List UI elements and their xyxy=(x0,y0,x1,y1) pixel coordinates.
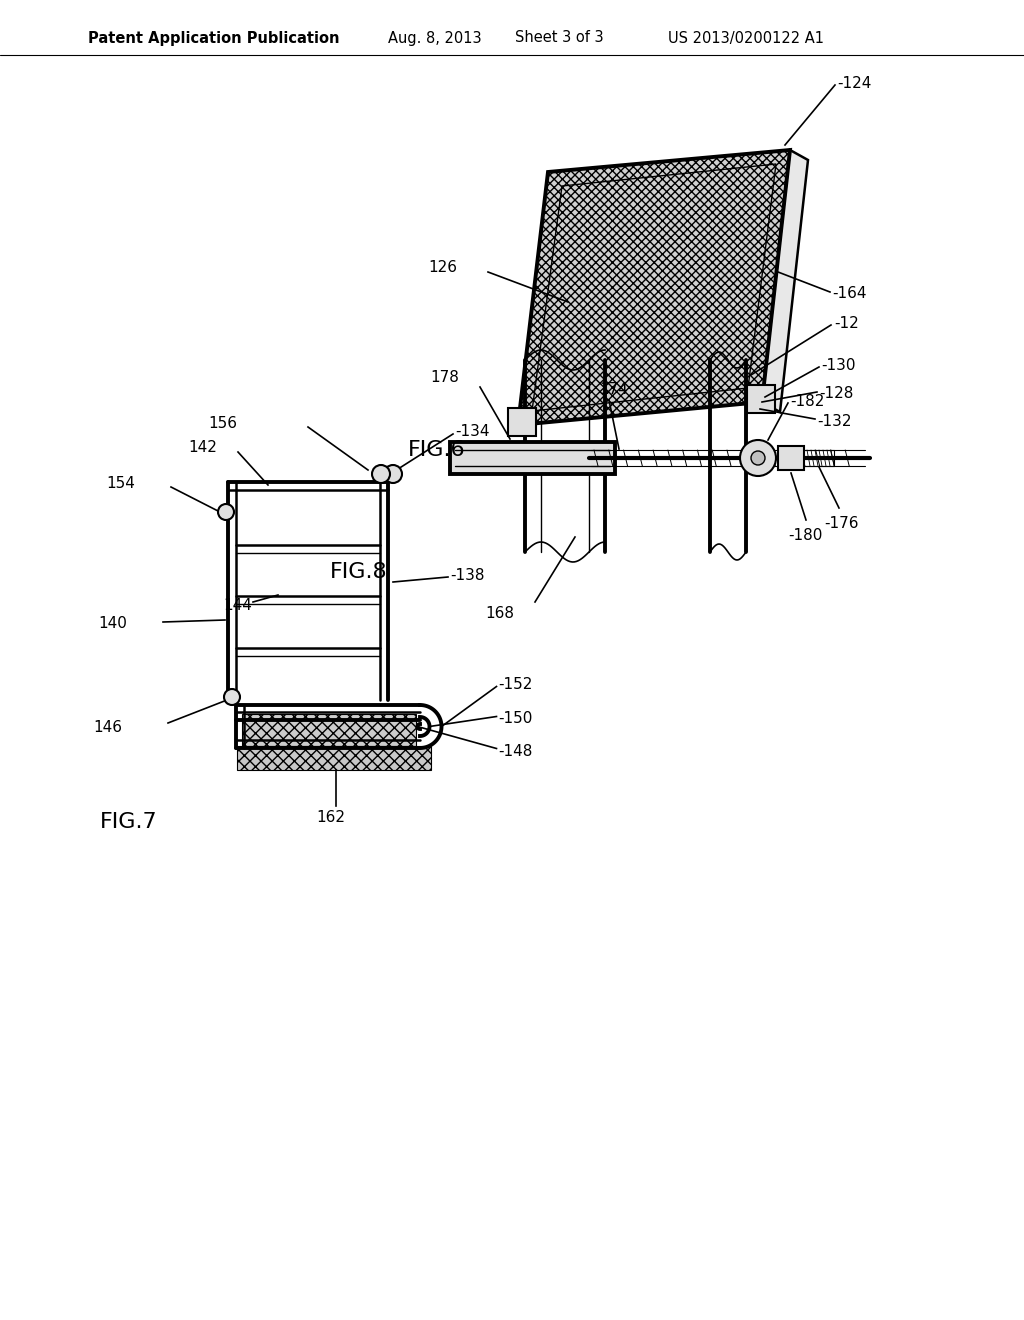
Text: 126: 126 xyxy=(428,260,457,275)
Circle shape xyxy=(372,465,390,483)
Text: 162: 162 xyxy=(316,810,345,825)
Circle shape xyxy=(218,504,234,520)
Text: FIG.7: FIG.7 xyxy=(100,812,158,832)
Text: 178: 178 xyxy=(430,370,459,384)
Polygon shape xyxy=(508,408,536,436)
Text: Sheet 3 of 3: Sheet 3 of 3 xyxy=(515,30,603,45)
Text: -148: -148 xyxy=(499,744,532,759)
Polygon shape xyxy=(450,442,615,474)
Text: -130: -130 xyxy=(821,358,855,372)
Text: 174: 174 xyxy=(599,383,628,397)
Text: -132: -132 xyxy=(817,414,852,429)
Text: 140: 140 xyxy=(98,616,127,631)
Text: 142: 142 xyxy=(188,440,217,454)
Text: 154: 154 xyxy=(106,477,135,491)
Text: -152: -152 xyxy=(499,677,532,692)
Polygon shape xyxy=(518,150,790,425)
Text: -164: -164 xyxy=(831,286,866,301)
Text: -128: -128 xyxy=(819,387,853,401)
Text: FIG.8: FIG.8 xyxy=(330,562,388,582)
Text: Aug. 8, 2013: Aug. 8, 2013 xyxy=(388,30,481,45)
Text: 144: 144 xyxy=(223,598,252,612)
Text: US 2013/0200122 A1: US 2013/0200122 A1 xyxy=(668,30,824,45)
Circle shape xyxy=(751,451,765,465)
Text: FIG.6: FIG.6 xyxy=(408,440,466,459)
Text: -182: -182 xyxy=(790,393,824,408)
Circle shape xyxy=(224,689,240,705)
Text: 168: 168 xyxy=(485,606,514,622)
Circle shape xyxy=(740,440,776,477)
Text: -180: -180 xyxy=(788,528,822,543)
Polygon shape xyxy=(762,150,808,412)
Polygon shape xyxy=(242,714,416,746)
Text: 156: 156 xyxy=(208,417,237,432)
Polygon shape xyxy=(778,446,804,470)
Text: 146: 146 xyxy=(93,719,122,734)
Text: -124: -124 xyxy=(837,75,871,91)
Text: -138: -138 xyxy=(450,568,484,582)
Circle shape xyxy=(384,465,402,483)
Text: -176: -176 xyxy=(824,516,858,531)
Text: -134: -134 xyxy=(455,425,489,440)
Text: -150: -150 xyxy=(499,711,532,726)
Text: -12: -12 xyxy=(834,315,859,330)
Polygon shape xyxy=(746,385,775,413)
Text: Patent Application Publication: Patent Application Publication xyxy=(88,30,340,45)
Polygon shape xyxy=(237,746,431,770)
